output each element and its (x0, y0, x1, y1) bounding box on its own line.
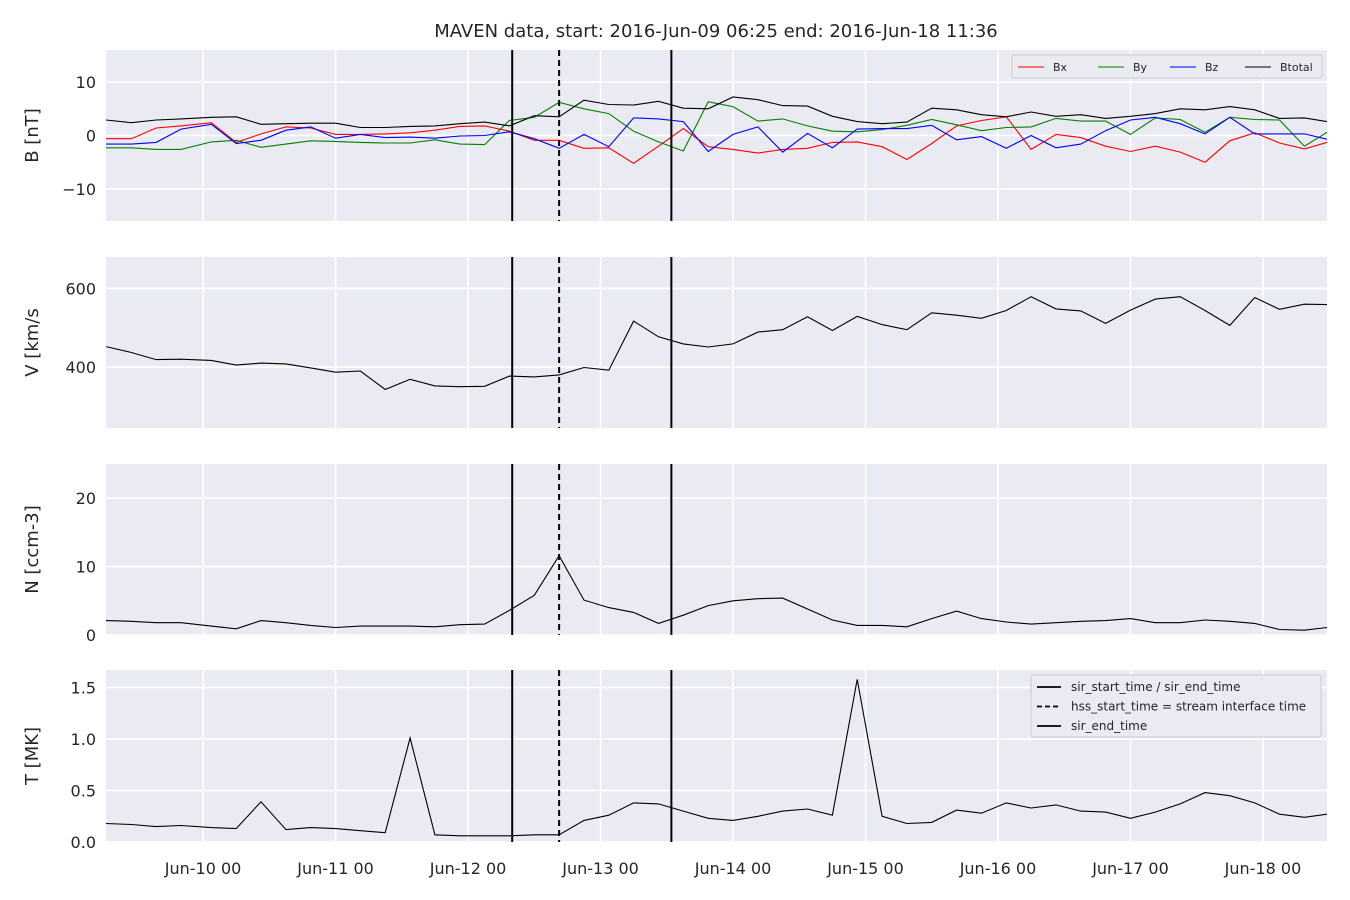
y-tick-label: 20 (76, 489, 96, 508)
series-line-data (106, 554, 1327, 631)
y-axis-label: T [MK] (22, 727, 43, 786)
plot-background (106, 257, 1327, 428)
x-tick-label: Jun-13 00 (561, 859, 639, 878)
y-axis-label: V [km/s (22, 308, 43, 376)
legend-label: hss_start_time = stream interface time (1071, 700, 1306, 714)
chart-title: MAVEN data, start: 2016-Jun-09 06:25 end… (434, 21, 998, 42)
x-tick-label: Jun-18 00 (1224, 859, 1302, 878)
panel-3: 20 10 0 N [ccm-3] (22, 464, 1327, 645)
panel-2: 600 400 V [km/s (22, 257, 1327, 428)
x-tick-label: Jun-10 00 (164, 859, 242, 878)
series-line-btotal (106, 96, 1327, 129)
legend-label: sir_end_time (1071, 719, 1147, 733)
x-tick-label: Jun-16 00 (959, 859, 1037, 878)
legend-label: By (1133, 61, 1148, 74)
legend-label: Bz (1205, 61, 1219, 74)
panels: 10 0 −10 B [nT] Bx By Bz Btotal 600 400 V [km/s 20 1… (22, 50, 1327, 878)
y-axis-label: N [ccm-3] (22, 505, 43, 594)
x-tick-label: Jun-15 00 (826, 859, 904, 878)
legend-label: Bx (1053, 61, 1068, 74)
y-tick-label: 1.0 (71, 730, 96, 749)
y-tick-label: 0.0 (71, 833, 96, 852)
legend-box (1011, 54, 1323, 79)
y-tick-label: 0 (86, 626, 96, 645)
plot-background (106, 464, 1327, 635)
y-tick-label: 600 (65, 279, 96, 298)
y-tick-label: 0 (86, 127, 96, 146)
series-line-by (106, 101, 1327, 152)
x-tick-label: Jun-11 00 (296, 859, 374, 878)
y-tick-label: 400 (65, 358, 96, 377)
series-line-data (106, 679, 1327, 837)
series-line-data (106, 296, 1327, 391)
legend-b: Bx By Bz Btotal (1011, 54, 1323, 79)
y-tick-label: 1.5 (71, 679, 96, 698)
y-tick-label: 10 (76, 73, 96, 92)
legend-label: sir_start_time / sir_end_time (1071, 680, 1241, 694)
legend-box (1030, 674, 1322, 738)
legend-events: sir_start_time / sir_end_time hss_start_t… (1030, 674, 1322, 738)
y-tick-label: −10 (62, 180, 96, 199)
y-tick-label: 10 (76, 558, 96, 577)
x-tick-label: Jun-14 00 (694, 859, 772, 878)
y-axis-label: B [nT] (22, 108, 43, 163)
y-tick-label: 0.5 (71, 782, 96, 801)
x-tick-label: Jun-17 00 (1091, 859, 1169, 878)
panel-4: 1.5 1.0 0.5 0.0 T [MK] sir_start_time / sir_e… (22, 670, 1327, 852)
panel-1: 10 0 −10 B [nT] Bx By Bz Btotal (22, 50, 1327, 221)
x-tick-label: Jun-12 00 (429, 859, 507, 878)
legend-label: Btotal (1280, 61, 1313, 74)
series-line-bz (106, 116, 1327, 153)
